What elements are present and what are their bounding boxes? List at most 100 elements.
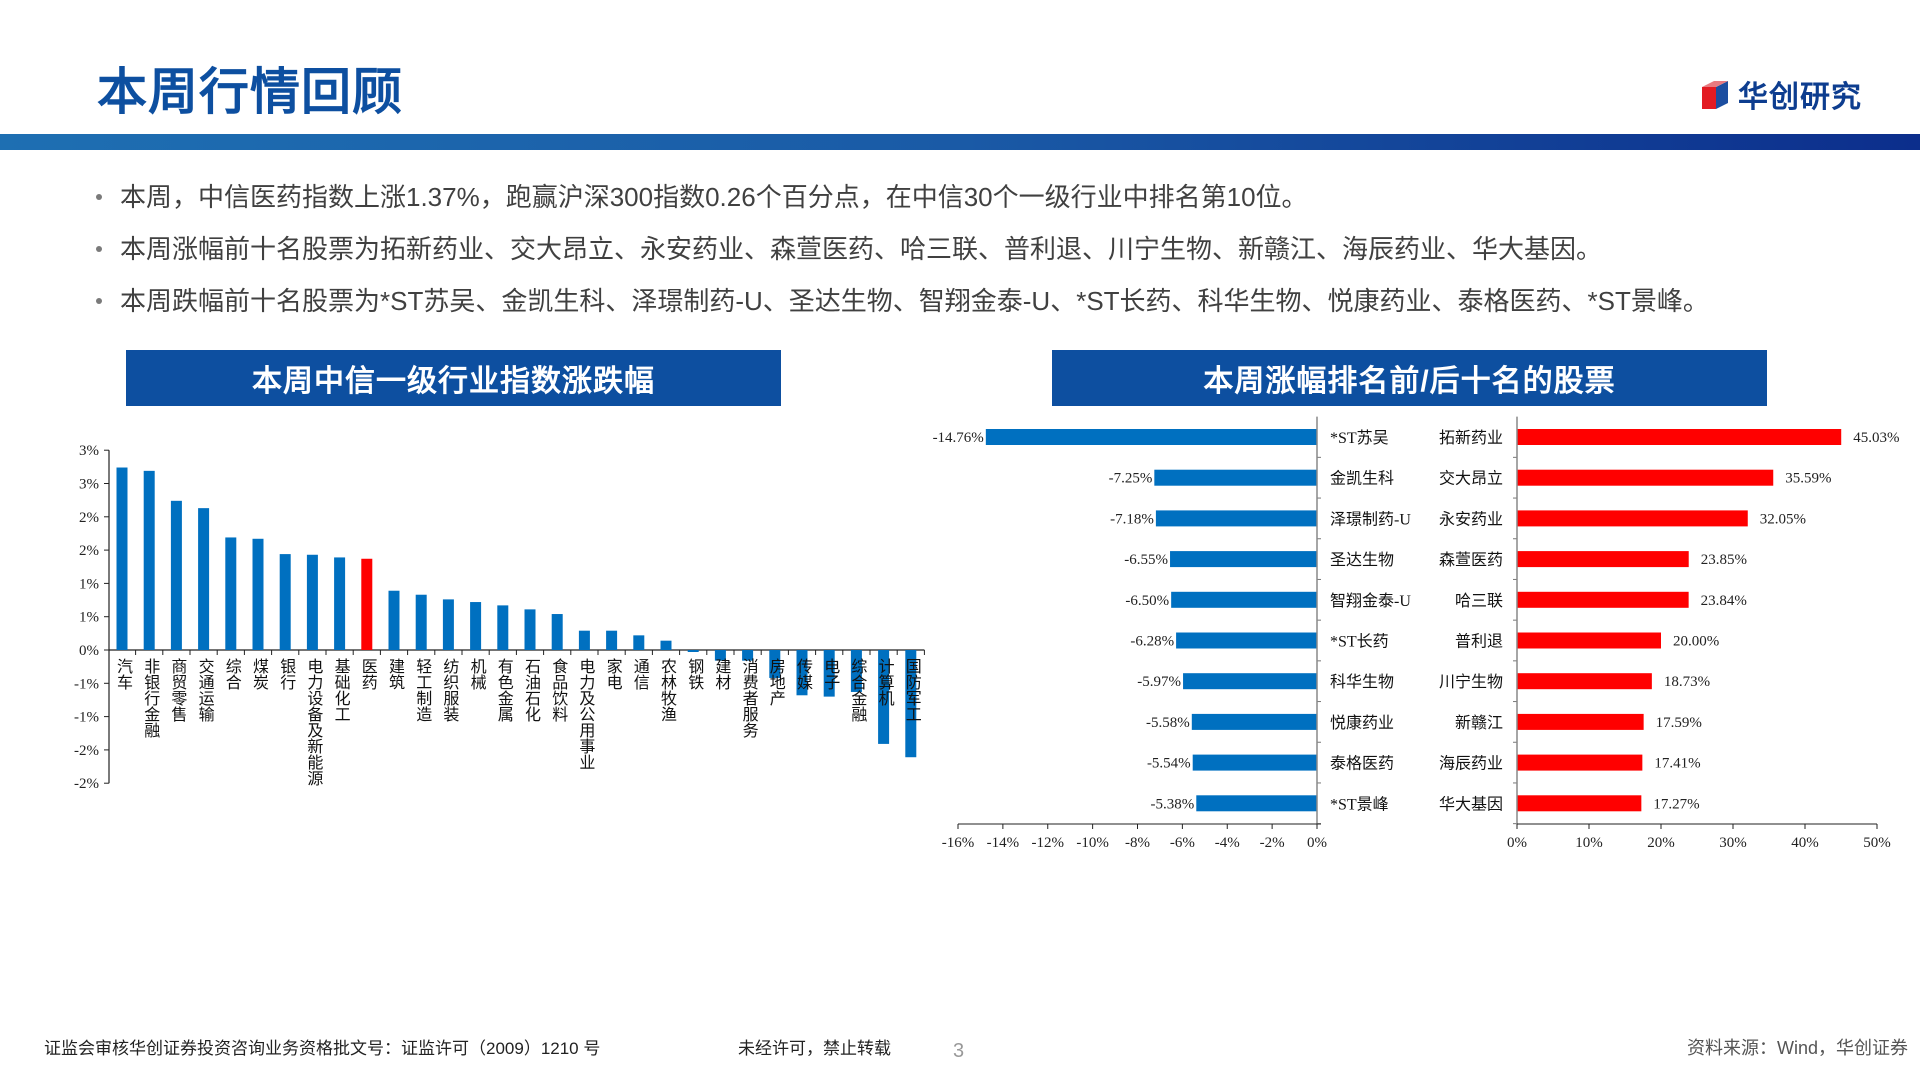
x-tick-label: -4% (1215, 835, 1240, 851)
x-tick-label: 40% (1791, 835, 1819, 851)
loser-name-label: 泰格医药 (1330, 755, 1394, 773)
y-tick-label: -2% (74, 743, 99, 759)
gainer-name-label: 哈三联 (1455, 592, 1503, 610)
x-tick-label: 50% (1863, 835, 1891, 851)
x-tick-label: -10% (1076, 835, 1109, 851)
x-tick-label: 30% (1719, 835, 1747, 851)
loser-bar (985, 429, 1317, 445)
category-label: 消费者服务 (739, 658, 757, 738)
y-tick-label: 3% (79, 477, 99, 493)
category-label: 食品饮料 (549, 658, 567, 722)
bar-钢铁 (687, 650, 699, 652)
bar-国防军工 (905, 650, 917, 758)
category-label: 商贸零售 (168, 658, 186, 722)
category-label: 综合金融 (848, 658, 866, 722)
loser-name-label: *ST景峰 (1330, 795, 1389, 813)
category-label: 农林牧渔 (658, 658, 675, 722)
bullet-dot-icon (96, 193, 102, 200)
category-label: 建筑 (386, 658, 403, 690)
bullet-item: 本周涨幅前十名股票为拓新药业、交大昂立、永安药业、森萱医药、哈三联、普利退、川宁… (92, 228, 1709, 280)
industry-chart-title: 本周中信一级行业指数涨跌幅 (126, 350, 781, 406)
gainer-bar (1517, 510, 1748, 527)
bullet-text: 本周，中信医药指数上涨1.37%，跑赢沪深300指数0.26个百分点，在中信30… (120, 182, 1308, 212)
category-label: 家电 (603, 658, 621, 690)
y-tick-label: -1% (74, 710, 99, 726)
loser-value-label: -6.55% (1124, 552, 1168, 568)
bar-汽车 (116, 467, 128, 650)
bar-商贸零售 (170, 500, 182, 650)
loser-bar (1170, 551, 1317, 568)
gainer-bar (1517, 469, 1774, 486)
brand-logo: 华创研究 (1700, 72, 1862, 116)
category-label: 非银行金融 (141, 658, 159, 738)
bar-石油石化 (524, 609, 536, 650)
category-label: 有色金属 (494, 658, 512, 722)
category-label: 综合 (222, 658, 240, 690)
page-number: 3 (953, 1040, 965, 1062)
logo-text: 华创研究 (1738, 81, 1862, 114)
bar-建筑 (388, 590, 400, 650)
y-tick-label: 2% (79, 510, 99, 526)
category-label: 钢铁 (685, 658, 703, 690)
loser-value-label: -5.58% (1146, 715, 1190, 731)
bullet-dot-icon (96, 245, 102, 252)
loser-bar (1183, 673, 1317, 690)
logo-cube-icon (1702, 81, 1728, 109)
gainer-bar (1517, 551, 1689, 568)
loser-bar (1154, 469, 1317, 486)
bullet-text: 本周跌幅前十名股票为*ST苏吴、金凯生科、泽璟制药-U、圣达生物、智翔金泰-U、… (120, 286, 1709, 316)
category-label: 基础化工 (331, 658, 349, 722)
y-tick-label: -2% (74, 776, 99, 792)
category-label: 房地产 (766, 658, 784, 706)
bullet-item: 本周，中信医药指数上涨1.37%，跑赢沪深300指数0.26个百分点，在中信30… (92, 176, 1709, 228)
license-text: 证监会审核华创证券投资咨询业务资格批文号：证监许可（2009）1210 号 (44, 1039, 601, 1058)
gainer-name-label: 川宁生物 (1439, 673, 1503, 691)
bar-纺织服装 (442, 599, 454, 650)
gainer-value-label: 17.59% (1656, 715, 1702, 731)
gainer-name-label: 森萱医药 (1439, 551, 1503, 569)
bar-食品饮料 (551, 614, 563, 650)
bullet-dot-icon (96, 297, 102, 304)
y-tick-label: 3% (79, 443, 99, 459)
loser-name-label: *ST苏吴 (1330, 429, 1389, 447)
loser-bar (1192, 754, 1317, 771)
x-tick-label: -8% (1125, 835, 1150, 851)
loser-bar (1176, 632, 1317, 649)
bar-综合金融 (850, 650, 862, 692)
loser-value-label: -5.97% (1137, 674, 1181, 690)
bar-有色金属 (497, 605, 509, 650)
y-tick-label: 2% (79, 543, 99, 559)
bullet-text: 本周涨幅前十名股票为拓新药业、交大昂立、永安药业、森萱医药、哈三联、普利退、川宁… (120, 234, 1603, 264)
bar-建材 (714, 650, 726, 661)
category-label: 轻工制造 (413, 658, 431, 722)
gainer-name-label: 普利退 (1455, 633, 1503, 651)
gainer-bar (1517, 632, 1661, 649)
bar-电子 (823, 650, 835, 697)
bar-交通运输 (198, 508, 210, 650)
source-text: 资料来源：Wind，华创证券 (1686, 1038, 1908, 1058)
bar-传媒 (796, 650, 808, 696)
gainer-bar (1517, 754, 1643, 771)
gainer-bar (1517, 673, 1652, 690)
bar-消费者服务 (742, 650, 754, 661)
gainer-value-label: 23.85% (1701, 552, 1747, 568)
gainer-name-label: 海辰药业 (1439, 755, 1503, 773)
bar-银行 (279, 554, 291, 650)
page-title: 本周行情回顾 (97, 64, 403, 120)
category-label: 电力设备及新能源 (304, 658, 322, 786)
loser-value-label: -5.54% (1147, 756, 1191, 772)
bar-家电 (606, 630, 618, 650)
loser-name-label: 科华生物 (1330, 673, 1394, 691)
loser-value-label: -6.28% (1130, 634, 1174, 650)
loser-name-label: 泽璟制药-U (1330, 510, 1411, 528)
bar-电力及公用事业 (578, 630, 590, 650)
x-tick-label: 10% (1575, 835, 1603, 851)
loser-bar (1171, 591, 1317, 608)
category-label: 计算机 (875, 658, 893, 706)
x-tick-label: -16% (942, 835, 975, 851)
category-label: 通信 (630, 658, 648, 690)
header-band (0, 134, 1920, 150)
x-tick-label: -14% (987, 835, 1020, 851)
gainer-bar (1517, 591, 1689, 608)
